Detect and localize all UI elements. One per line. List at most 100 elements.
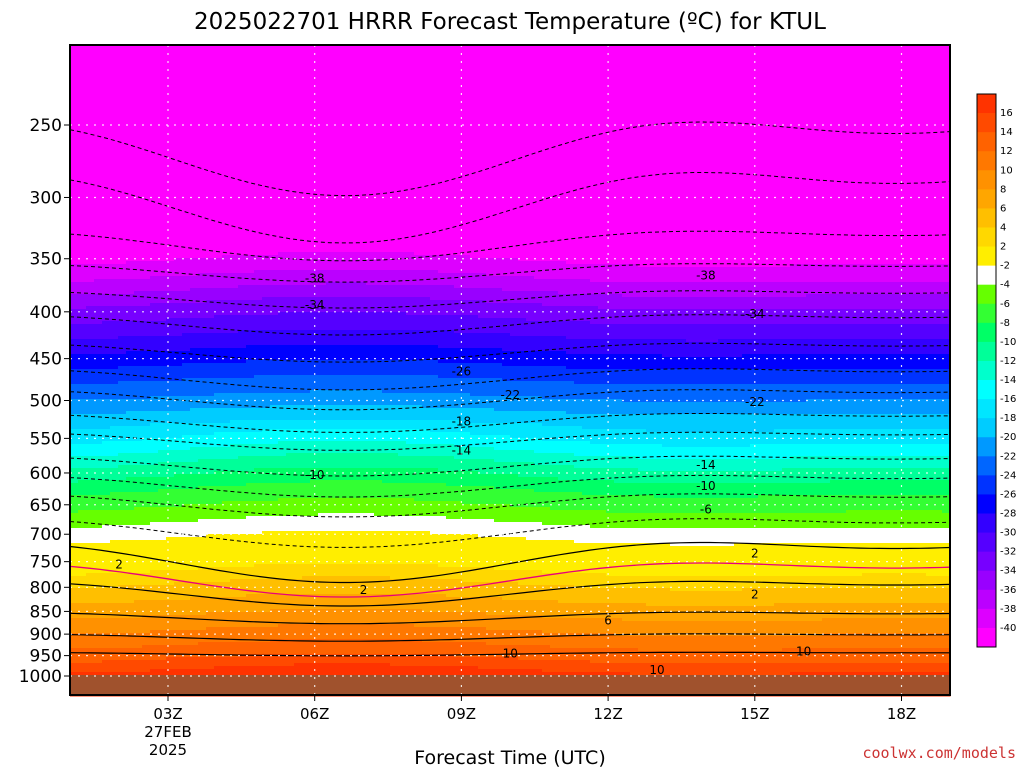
field-cell: [86, 444, 95, 448]
field-cell: [166, 672, 175, 676]
field-cell: [190, 216, 199, 220]
field-cell: [86, 513, 95, 517]
field-cell: [110, 411, 119, 415]
field-cell: [206, 267, 215, 271]
field-cell: [134, 297, 143, 301]
field-cell: [182, 345, 191, 349]
field-cell: [150, 270, 159, 274]
field-cell: [102, 429, 111, 433]
field-cell: [174, 369, 183, 373]
field-cell: [174, 657, 183, 661]
field-cell: [222, 66, 231, 70]
field-cell: [230, 522, 239, 526]
field-cell: [110, 66, 119, 70]
field-cell: [238, 408, 247, 412]
field-cell: [198, 504, 207, 508]
field-cell: [134, 564, 143, 568]
field-cell: [70, 132, 79, 136]
field-cell: [142, 534, 151, 538]
field-cell: [86, 495, 95, 499]
field-cell: [198, 513, 207, 517]
field-cell: [118, 666, 127, 670]
field-cell: [102, 408, 111, 412]
field-cell: [222, 579, 231, 583]
field-cell: [86, 120, 95, 124]
field-cell: [142, 72, 151, 76]
field-cell: [182, 105, 191, 109]
field-cell: [78, 246, 87, 250]
field-cell: [246, 567, 255, 571]
field-cell: [198, 549, 207, 553]
field-cell: [190, 483, 199, 487]
field-cell: [102, 519, 111, 523]
field-cell: [222, 231, 231, 235]
field-cell: [102, 438, 111, 442]
field-cell: [134, 264, 143, 268]
field-cell: [126, 570, 135, 574]
field-cell: [102, 657, 111, 661]
field-cell: [190, 663, 199, 667]
field-cell: [246, 618, 255, 622]
field-cell: [102, 207, 111, 211]
field-cell: [230, 618, 239, 622]
field-cell: [126, 84, 135, 88]
field-cell: [174, 477, 183, 481]
field-cell: [166, 93, 175, 97]
field-cell: [118, 483, 127, 487]
field-cell: [118, 216, 127, 220]
field-cell: [158, 345, 167, 349]
field-cell: [86, 378, 95, 382]
field-cell: [214, 204, 223, 208]
field-cell: [150, 252, 159, 256]
field-cell: [78, 567, 87, 571]
field-cell: [158, 645, 167, 649]
field-cell: [126, 186, 135, 190]
field-cell: [214, 387, 223, 391]
field-cell: [182, 411, 191, 415]
field-cell: [86, 519, 95, 523]
field-cell: [182, 312, 191, 316]
field-cell: [126, 303, 135, 307]
field-cell: [246, 312, 255, 316]
field-cell: [230, 573, 239, 577]
field-cell: [142, 270, 151, 274]
field-cell: [190, 162, 199, 166]
field-cell: [86, 555, 95, 559]
field-cell: [86, 186, 95, 190]
field-cell: [166, 72, 175, 76]
field-cell: [110, 183, 119, 187]
field-cell: [222, 366, 231, 370]
field-cell: [238, 135, 247, 139]
field-cell: [190, 291, 199, 295]
field-cell: [198, 252, 207, 256]
field-cell: [142, 567, 151, 571]
field-cell: [230, 282, 239, 286]
field-cell: [246, 465, 255, 469]
field-cell: [182, 282, 191, 286]
field-cell: [150, 564, 159, 568]
field-cell: [118, 630, 127, 634]
field-cell: [134, 570, 143, 574]
field-cell: [102, 366, 111, 370]
field-cell: [238, 228, 247, 232]
field-cell: [102, 225, 111, 229]
field-cell: [246, 231, 255, 235]
field-cell: [198, 567, 207, 571]
field-cell: [142, 132, 151, 136]
field-cell: [158, 309, 167, 313]
field-cell: [142, 288, 151, 292]
field-cell: [94, 642, 103, 646]
field-cell: [126, 363, 135, 367]
field-cell: [94, 174, 103, 178]
field-cell: [134, 291, 143, 295]
field-cell: [214, 351, 223, 355]
field-cell: [198, 402, 207, 406]
field-cell: [230, 576, 239, 580]
field-cell: [246, 522, 255, 526]
field-cell: [206, 360, 215, 364]
field-cell: [150, 630, 159, 634]
field-cell: [94, 69, 103, 73]
field-cell: [214, 219, 223, 223]
field-cell: [206, 642, 215, 646]
field-cell: [190, 186, 199, 190]
